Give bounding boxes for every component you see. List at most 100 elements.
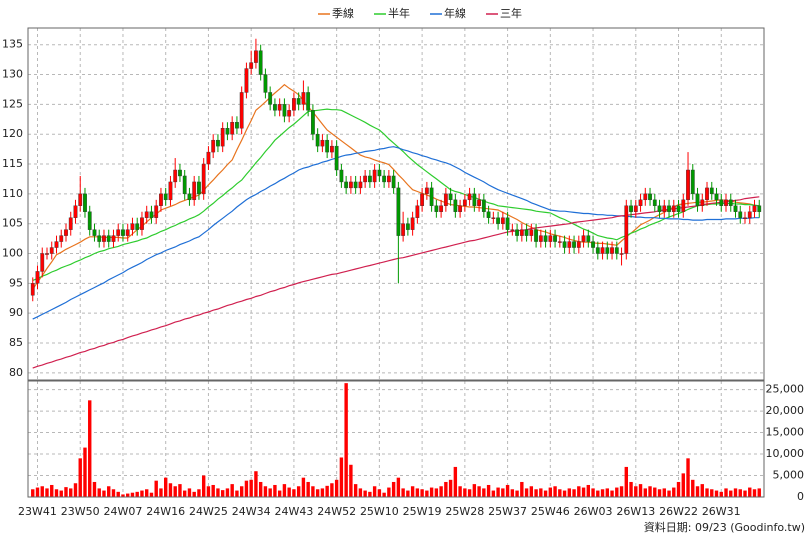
candle-body: [197, 181, 201, 195]
candle-body: [486, 211, 491, 218]
volume-bar: [282, 484, 287, 497]
volume-bar: [130, 492, 135, 497]
volume-bar: [562, 490, 567, 497]
x-tick-label: 24W43: [274, 505, 313, 518]
volume-bar: [434, 488, 439, 497]
candle-body: [629, 205, 633, 212]
candle-body: [477, 199, 481, 206]
y-tick-label: 85: [9, 336, 23, 349]
volume-bar: [54, 489, 59, 497]
candle-body: [54, 241, 59, 248]
candle-body: [439, 205, 444, 212]
candle-body: [747, 211, 752, 218]
candle-body: [543, 235, 548, 242]
volume-bar: [619, 486, 624, 497]
volume-bar: [154, 480, 158, 497]
volume-bar: [187, 488, 192, 497]
volume-bar: [524, 488, 529, 497]
candle-body: [30, 283, 35, 296]
volume-bar: [743, 490, 747, 497]
candle-body: [752, 205, 757, 212]
candle-body: [572, 241, 576, 248]
volume-bar: [491, 490, 496, 497]
volume-bar: [695, 486, 700, 497]
plot-frame: [27, 27, 765, 381]
y-tick-label: 20,000: [766, 404, 805, 417]
plot-frame: [27, 380, 765, 498]
volume-bar: [681, 473, 685, 497]
candle-body: [548, 235, 553, 242]
candle-body: [239, 92, 244, 129]
candle-body: [467, 193, 472, 201]
volume-bar: [339, 457, 344, 497]
y-tick-label: 110: [2, 187, 23, 200]
y-tick-label: 125: [2, 97, 23, 110]
candle-body: [738, 211, 743, 218]
volume-bar: [534, 489, 538, 497]
candle-body: [591, 241, 595, 248]
candle-body: [40, 253, 45, 272]
y-tick-label: 115: [2, 157, 23, 170]
volume-bar: [657, 489, 662, 497]
volume-bar: [591, 488, 595, 497]
volume-bar: [391, 481, 396, 497]
candle-body: [686, 169, 690, 201]
volume-bar: [102, 490, 106, 497]
candle-body: [358, 181, 363, 189]
volume-bar: [31, 489, 35, 497]
volume-bar: [277, 490, 282, 497]
candle-body: [728, 199, 733, 206]
volume-bar: [529, 486, 534, 497]
candle-body: [662, 205, 667, 212]
candle-body: [643, 193, 648, 201]
volume-bar: [605, 488, 610, 497]
volume-bar: [135, 491, 139, 497]
volume-bar: [159, 488, 163, 497]
candle-body: [254, 50, 258, 63]
candle-body: [405, 223, 410, 230]
candle-body: [168, 181, 173, 201]
candle-body: [125, 229, 130, 236]
candle-body: [45, 253, 49, 255]
volume-bar: [363, 490, 367, 497]
candle-body: [211, 139, 216, 153]
candle-body: [386, 175, 391, 183]
volume-bar: [553, 486, 557, 497]
volume-bar: [40, 486, 44, 497]
candle-body: [344, 181, 349, 189]
candle-body: [510, 229, 515, 231]
volume-bar: [206, 486, 211, 497]
candle-body: [320, 139, 325, 147]
candle-body: [268, 92, 273, 105]
candle-body: [377, 169, 382, 177]
volume-bar: [624, 466, 628, 497]
candle-body: [329, 145, 334, 153]
candle-body: [315, 133, 320, 147]
candle-body: [173, 169, 178, 183]
volume-bar: [691, 479, 695, 497]
volume-bar: [296, 486, 301, 497]
candle-body: [448, 193, 453, 201]
candle-body: [567, 241, 572, 248]
volume-bar: [429, 487, 434, 497]
volume-bar: [733, 488, 738, 497]
volume-bar: [258, 481, 263, 497]
candle-body: [244, 68, 249, 93]
candle-body: [576, 241, 581, 248]
x-tick-label: 25W37: [488, 505, 527, 518]
candle-body: [462, 199, 467, 206]
candle-body: [178, 169, 182, 177]
volume-bar: [311, 486, 315, 497]
volume-bar: [425, 490, 429, 497]
candle-body: [396, 187, 401, 236]
candle-body: [667, 205, 671, 212]
candle-body: [230, 122, 235, 135]
candle-body: [301, 92, 306, 105]
volume-bar: [88, 400, 92, 497]
volume-bar: [216, 488, 220, 497]
candle-body: [719, 199, 724, 206]
x-tick-label: 24W07: [104, 505, 143, 518]
volume-bar: [368, 491, 372, 497]
candle-body: [481, 199, 486, 212]
volume-bar: [35, 487, 40, 497]
